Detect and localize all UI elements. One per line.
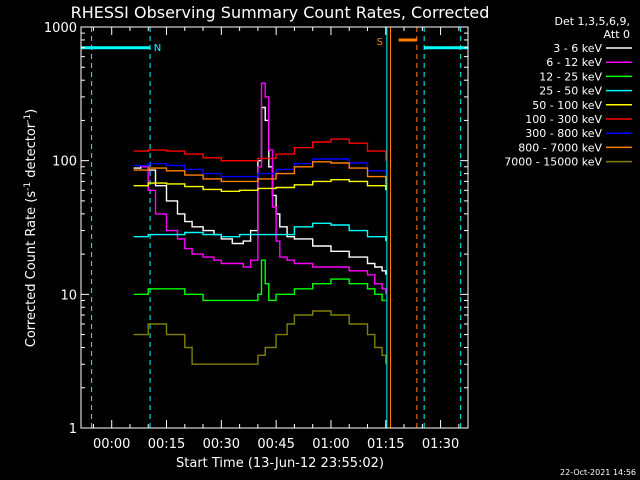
y-tick-label-1: 10: [60, 288, 77, 303]
series-line-3: [133, 222, 387, 242]
series-line-8: [133, 310, 387, 365]
legend-label-8: 7000 - 15000 keV: [504, 156, 602, 169]
axis-ticks: 00:00 00:15 00:30 00:45 01:00 01:15 01:30 1 10 10…: [44, 21, 468, 452]
y-tick-label-2: 100: [52, 155, 77, 170]
y-label-end: ): [24, 109, 39, 114]
footer-date: 22-Oct-2021 14:56: [560, 468, 636, 477]
x-tick-label-3: 00:45: [257, 437, 294, 452]
series-line-1: [140, 82, 387, 295]
legend-label-1: 6 - 12 keV: [546, 56, 602, 69]
legend-label-0: 3 - 6 keV: [553, 42, 602, 55]
x-tick-label-0: 00:00: [93, 437, 130, 452]
y-label-main: Corrected Count Rate (s: [24, 191, 39, 348]
legend-label-6: 300 - 800 keV: [525, 127, 602, 140]
legend-label-7: 800 - 7000 keV: [518, 141, 602, 154]
y-tick-label-3: 1000: [44, 21, 77, 36]
y-axis-label: Corrected Count Rate (s-1 detector-1): [23, 109, 39, 347]
x-tick-label-1: 00:15: [148, 437, 185, 452]
x-tick-label-2: 00:30: [203, 437, 240, 452]
series-line-6: [133, 158, 387, 180]
plot-area: NS: [81, 27, 468, 428]
legend-label-5: 100 - 300 keV: [525, 113, 602, 126]
x-axis-label: Start Time (13-Jun-12 23:55:02): [176, 456, 384, 471]
chart-title: RHESSI Observing Summary Count Rates, Co…: [71, 3, 490, 22]
plot-frame: [80, 26, 469, 429]
legend-header-line1: Det 1,3,5,6,9,: [554, 15, 630, 28]
legend-label-2: 12 - 25 keV: [539, 70, 602, 83]
legend-label-3: 25 - 50 keV: [539, 85, 602, 98]
y-tick-label-0: 1: [69, 422, 77, 437]
series-line-2: [133, 259, 386, 302]
y-label-sup1: -1: [23, 182, 33, 191]
annotation-s: S: [377, 37, 383, 48]
y-label-mid: detector: [24, 122, 39, 182]
series-line-7: [133, 161, 387, 185]
x-tick-label-6: 01:30: [422, 437, 459, 452]
legend-label-4: 50 - 100 keV: [532, 99, 602, 112]
series-line-4: [133, 179, 387, 192]
x-tick-label-4: 01:00: [312, 437, 349, 452]
y-label-sup2: -1: [23, 114, 33, 123]
annotation-n: N: [154, 43, 161, 54]
x-tick-label-5: 01:15: [367, 437, 404, 452]
series-line-5: [133, 138, 387, 162]
legend-header-line2: Att 0: [604, 28, 630, 41]
